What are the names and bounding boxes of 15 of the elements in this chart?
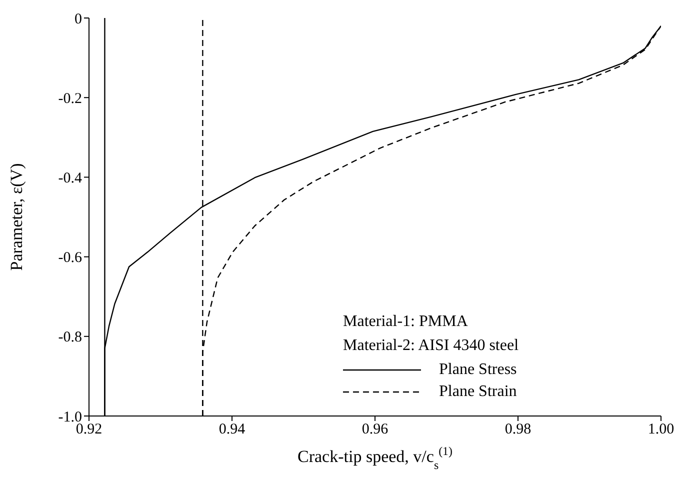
- y-tick-label: -0.4: [58, 170, 82, 187]
- y-tick-label: -0.2: [58, 90, 82, 107]
- y-axis-title: Parameter, ε(V): [7, 163, 26, 271]
- legend-label: Plane Stress: [439, 361, 517, 379]
- y-tick-label: 0: [74, 11, 82, 28]
- annotation: Material-2: AISI 4340 steel: [343, 337, 519, 355]
- y-tick-label: -0.8: [58, 330, 82, 346]
- x-tick-label: 0.94: [218, 422, 246, 438]
- annotation: Material-1: PMMA: [343, 313, 469, 331]
- x-tick-label: 0.96: [362, 422, 389, 438]
- y-tick-label: -0.6: [58, 250, 82, 266]
- x-tick-label: 0.98: [504, 422, 532, 438]
- x-tick-label: 0.92: [76, 422, 102, 438]
- x-tick-label: 1.00: [648, 422, 674, 438]
- legend-label: Plane Strain: [439, 383, 517, 401]
